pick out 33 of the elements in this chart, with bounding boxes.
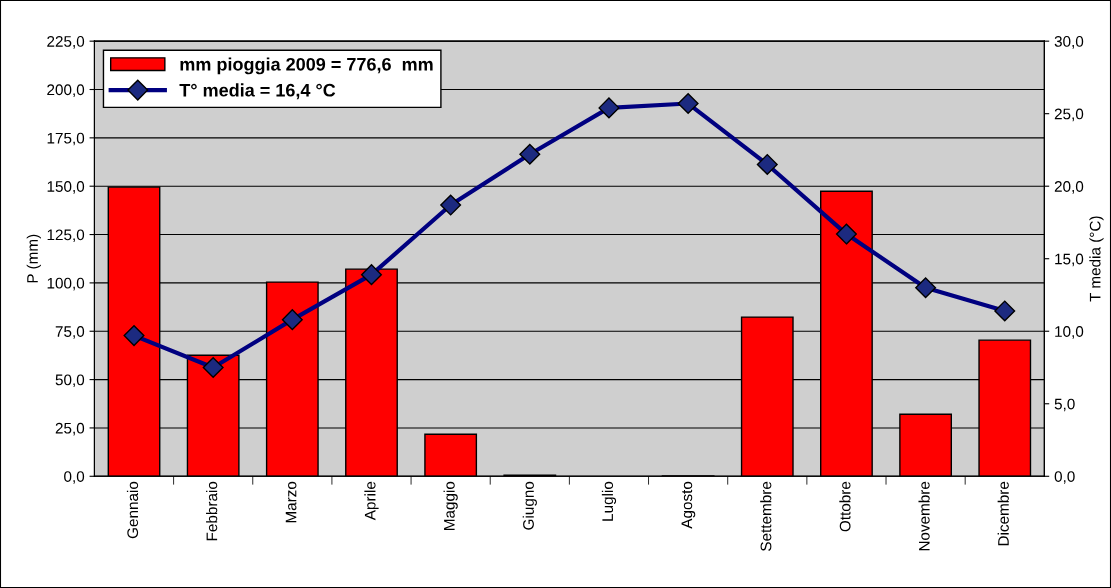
y-tick-label: 50,0 bbox=[55, 374, 85, 388]
y-tick-label: 225,0 bbox=[47, 36, 85, 49]
x-tick-label: Settembre bbox=[760, 481, 772, 551]
x-tick-label: Aprile bbox=[364, 481, 379, 521]
x-tick-label: Novembre bbox=[918, 481, 930, 551]
y2-tick-label: 30,0 bbox=[1054, 36, 1084, 49]
y-tick-label: 125,0 bbox=[47, 229, 85, 243]
y2-axis-title: T media (°C) bbox=[1089, 216, 1104, 302]
y-tick-label: 100,0 bbox=[47, 277, 85, 291]
y2-tick-label: 15,0 bbox=[1055, 253, 1084, 267]
y-tick-label: 25,0 bbox=[55, 422, 85, 436]
y2-tick-label: 5,0 bbox=[1054, 398, 1075, 412]
y-tick-label: 0,0 bbox=[64, 471, 85, 484]
x-tick-label: Agosto bbox=[681, 481, 696, 529]
y-tick-label: 150,0 bbox=[47, 181, 85, 194]
y2-tick-label: 25,0 bbox=[1054, 108, 1084, 122]
legend-label: mm pioggia 2009 = 776,6 mm bbox=[180, 57, 433, 75]
legend-label: T° media = 16,4 °C bbox=[179, 83, 336, 100]
x-tick-label: Dicembre bbox=[997, 481, 1009, 546]
x-tick-label: Gennaio bbox=[126, 481, 139, 539]
y-tick-label: 200,0 bbox=[47, 84, 85, 97]
y2-tick-label: 10,0 bbox=[1055, 326, 1084, 339]
x-tick-label: Giugno bbox=[522, 481, 537, 530]
y-axis-title: P (mm) bbox=[26, 234, 41, 283]
x-tick-label: Luglio bbox=[601, 481, 617, 521]
x-tick-label: Maggio bbox=[443, 481, 458, 530]
x-tick-label: Ottobre bbox=[839, 481, 851, 532]
y2-tick-label: 20,0 bbox=[1054, 181, 1084, 194]
x-tick-label: Febbraio bbox=[206, 481, 218, 541]
y2-tick-label: 0,0 bbox=[1054, 471, 1075, 484]
x-tick-label: Marzo bbox=[285, 481, 297, 523]
y-tick-label: 75,0 bbox=[55, 326, 85, 339]
y-tick-label: 175,0 bbox=[47, 132, 85, 146]
